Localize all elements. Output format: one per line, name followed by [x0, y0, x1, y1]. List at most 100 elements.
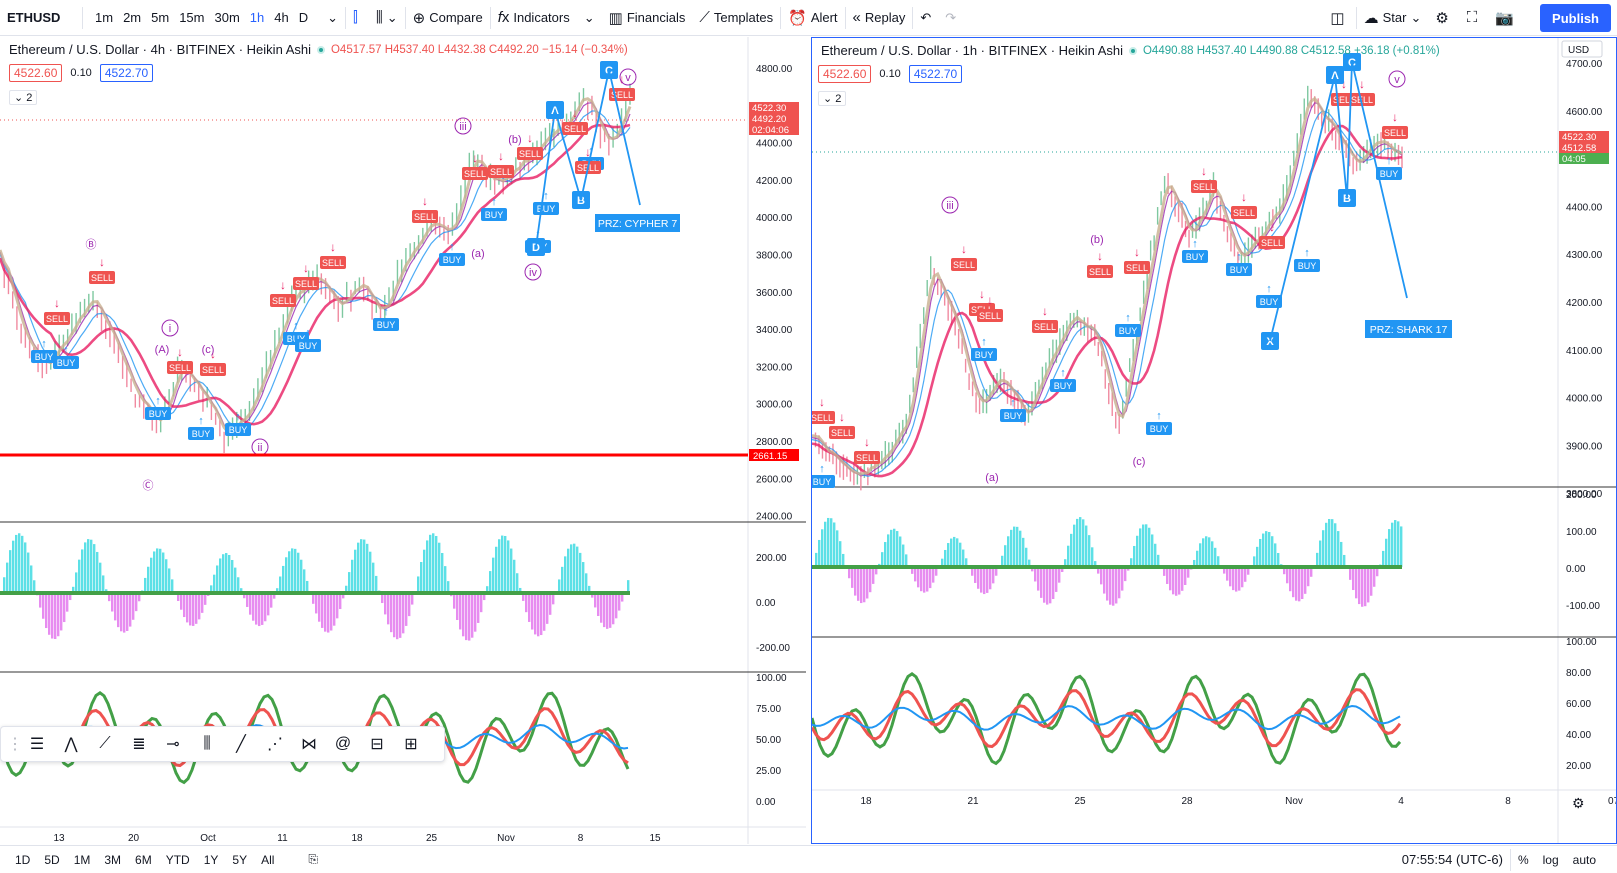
replay-button[interactable]: «Replay — [846, 0, 913, 36]
timeframe-dropdown[interactable]: ⌄ — [320, 0, 345, 36]
histogram-bar — [567, 548, 570, 593]
bar-style-button[interactable]: ⫿ — [346, 0, 369, 36]
rsi-tick-label: 80.00 — [1566, 668, 1591, 679]
range-3m[interactable]: 3M — [104, 852, 122, 867]
divider — [1509, 848, 1511, 871]
range-all[interactable]: All — [261, 852, 275, 867]
chart-type-button[interactable]: ⫼ ⌄ — [369, 0, 405, 36]
histogram-bar — [1106, 567, 1109, 601]
timeframe-1h[interactable]: 1h — [249, 10, 265, 25]
sell-price-button[interactable]: 4522.60 — [818, 65, 872, 83]
timeframe-15m[interactable]: 15m — [179, 10, 205, 25]
sell-price-button[interactable]: 4522.60 — [9, 64, 63, 82]
range-1d[interactable]: 1D — [15, 852, 31, 867]
histogram-bar — [84, 542, 87, 593]
pattern-icon[interactable]: ⋈ — [301, 736, 317, 753]
histogram-bar — [81, 549, 84, 593]
redo-button[interactable]: ↷ — [938, 0, 963, 36]
goto-date-icon[interactable]: ⎘ — [308, 852, 319, 866]
horizontal-ray-icon[interactable]: ⊸ — [166, 736, 180, 753]
vertical-lines-icon[interactable]: ⫼ — [203, 735, 211, 752]
settings-button[interactable]: ⚙ — [1428, 0, 1459, 36]
buy-price-button[interactable]: 4522.70 — [99, 64, 154, 82]
trend-line-icon[interactable]: ⟋ — [99, 735, 111, 752]
drag-handle-icon[interactable]: ⋮ — [7, 736, 23, 753]
histogram-bar — [513, 559, 516, 593]
timeframe-4h[interactable]: 4h — [274, 10, 289, 25]
timeframe-1m[interactable]: 1m — [95, 10, 114, 25]
star-button[interactable]: ☁ Star ⌄ — [1357, 0, 1429, 36]
channel-icon[interactable]: ⊟ — [370, 736, 384, 753]
spiral-icon[interactable]: @ — [334, 735, 352, 752]
range-ytd[interactable]: YTD — [165, 852, 190, 867]
percent-scale-toggle[interactable]: % — [1517, 852, 1529, 867]
symbol-search[interactable]: ETHUSD — [0, 0, 82, 36]
histogram-bar — [1067, 545, 1070, 567]
timeframe-D[interactable]: D — [298, 10, 309, 25]
auto-scale-toggle[interactable]: auto — [1572, 852, 1596, 867]
elliott-wave-label: (a) — [471, 248, 484, 260]
histogram-bar — [276, 588, 279, 593]
horizontal-lines-icon[interactable]: ☰ — [29, 736, 45, 753]
up-arrow-icon: ↑ — [235, 411, 241, 423]
harmonic-point-label: X — [1266, 336, 1274, 348]
range-5d[interactable]: 5D — [44, 852, 60, 867]
left-indicator-toggle[interactable]: ⌄ 2 — [9, 90, 38, 105]
histogram-bar — [15, 534, 18, 593]
wave-pattern-icon[interactable]: ⋀ — [64, 736, 78, 753]
sell-signal — [1231, 206, 1257, 219]
buy-signal-label: BUY — [975, 350, 994, 360]
price-tick-label: 3600.00 — [756, 288, 793, 299]
timeframe-group: 1m 2m 5m 15m 30m 1h 4h D — [83, 0, 320, 36]
timeframe-30m[interactable]: 30m — [214, 10, 240, 25]
compare-button[interactable]: ⊕ Compare — [406, 0, 490, 36]
line-icon[interactable]: ╱ — [236, 736, 246, 753]
fullscreen-button[interactable]: ⛶ — [1460, 0, 1489, 36]
alert-button[interactable]: ⏰ Alert — [781, 0, 844, 36]
range-1y[interactable]: 1Y — [203, 852, 219, 867]
range-1m[interactable]: 1M — [73, 852, 91, 867]
financials-button[interactable]: ▥ Financials — [602, 0, 693, 36]
sell-signal — [1032, 320, 1058, 333]
log-scale-toggle[interactable]: log — [1542, 852, 1559, 867]
histogram-bar — [1157, 554, 1160, 567]
left-chart-pane[interactable]: 4800.004600.004400.004200.004000.003800.… — [0, 37, 806, 844]
parallel-channel-icon[interactable]: ⊞ — [404, 736, 418, 753]
left-chart-canvas[interactable]: 4800.004600.004400.004200.004000.003800.… — [0, 37, 806, 844]
publish-button[interactable]: Publish — [1540, 4, 1611, 32]
histogram-bar — [1043, 567, 1046, 603]
histogram-bar — [288, 551, 291, 593]
gear-icon: ⚙ — [1572, 795, 1585, 811]
snapshot-button[interactable]: 📷 — [1488, 0, 1525, 36]
price-tick-label: 4200.00 — [1566, 298, 1603, 309]
fib-icon[interactable]: ≣ — [132, 736, 146, 753]
range-6m[interactable]: 6M — [135, 852, 152, 867]
range-5y[interactable]: 5Y — [232, 852, 248, 867]
histogram-bar — [1121, 567, 1124, 591]
buy-signal-label: BUY — [443, 255, 462, 265]
right-chart-pane[interactable]: 4700.004600.004500.004400.004300.004200.… — [811, 37, 1617, 844]
layout-button[interactable]: ◫ — [1323, 0, 1355, 36]
timeframe-2m[interactable]: 2m — [123, 10, 142, 25]
elliott-wave-icon[interactable]: ⋰ — [267, 736, 283, 753]
right-chart-canvas[interactable]: 4700.004600.004500.004400.004300.004200.… — [812, 38, 1616, 843]
undo-button[interactable]: ↶ — [913, 0, 938, 36]
histogram-bar — [24, 542, 27, 593]
indicators-button[interactable]: fx Indicators — [491, 0, 577, 36]
timeframe-5m[interactable]: 5m — [151, 10, 170, 25]
buy-price-button[interactable]: 4522.70 — [908, 65, 963, 83]
sell-signal — [1124, 261, 1150, 274]
histogram-bar — [1034, 567, 1037, 582]
histogram-bar — [1115, 567, 1118, 604]
indicators-dropdown[interactable]: ⌄ — [577, 0, 602, 36]
date-range-group: 1D 5D 1M 3M 6M YTD 1Y 5Y All — [0, 853, 281, 867]
clock-display[interactable]: 07:55:54 (UTC-6) — [1401, 852, 1503, 867]
wave-circle — [941, 196, 959, 214]
elliott-wave-label: (b) — [508, 134, 521, 146]
right-indicator-toggle[interactable]: ⌄ 2 — [818, 91, 847, 106]
histogram-bar — [420, 562, 423, 593]
time-tick-label: 25 — [1074, 796, 1086, 807]
templates-button[interactable]: ⟋ Templates — [692, 0, 780, 36]
sell-signal-label: SELL — [91, 273, 113, 283]
rsi-tick-label: 100.00 — [1566, 637, 1597, 648]
